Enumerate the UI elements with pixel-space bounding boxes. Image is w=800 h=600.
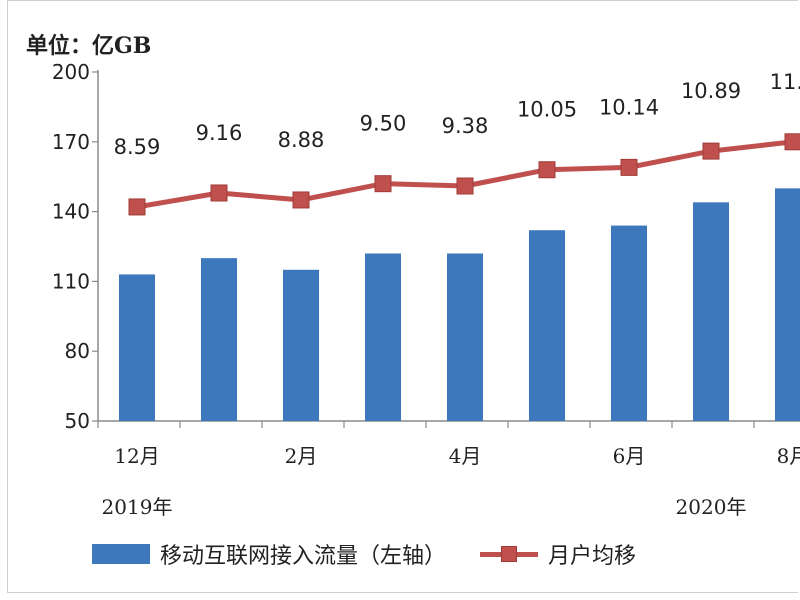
line-marker (620, 158, 638, 176)
bar (693, 202, 729, 421)
data-label: 9.38 (442, 114, 489, 138)
x-tick-label: 4月 (449, 444, 482, 468)
line-marker (456, 177, 474, 195)
y-tick-label: 110 (52, 269, 90, 293)
y-tick-label: 140 (52, 200, 90, 224)
bar (447, 253, 483, 421)
y-tick-label: 200 (52, 60, 90, 84)
legend-bar-swatch (92, 544, 150, 564)
bar (775, 188, 800, 421)
data-label: 10.05 (517, 98, 577, 122)
line-marker (292, 191, 310, 209)
line-marker (374, 175, 392, 193)
x-tick-label: 8月 (777, 444, 800, 468)
bar (529, 230, 565, 421)
x-tick-label: 6月 (613, 444, 646, 468)
data-label: 10.14 (599, 95, 659, 119)
bar (365, 253, 401, 421)
bar (119, 274, 155, 421)
line-series (136, 139, 794, 210)
bar (611, 225, 647, 421)
x-tick-label: 2月 (285, 444, 318, 468)
data-label: 8.59 (114, 135, 161, 159)
x-tick-label: 12月 (114, 444, 159, 468)
data-label: 11.3 (770, 70, 800, 94)
line-marker (784, 133, 800, 151)
y-tick-label: 50 (65, 409, 90, 433)
y-tick-label: 170 (52, 130, 90, 154)
legend-line-swatch (480, 544, 539, 564)
legend-bar-label: 移动互联网接入流量（左轴） (160, 544, 447, 569)
chart-frame (7, 0, 798, 593)
data-label: 10.89 (681, 79, 741, 103)
x-year-label: 2020年 (676, 495, 747, 519)
unit-label: 单位：亿GB (26, 33, 152, 59)
line-marker (538, 161, 556, 179)
legend-line-marker (501, 546, 518, 562)
legend-line-label: 月户均移 (548, 544, 637, 569)
line-marker (128, 198, 146, 216)
line-marker (702, 142, 720, 160)
bar (201, 258, 237, 421)
x-year-label: 2019年 (102, 495, 173, 519)
line-marker (210, 184, 228, 202)
data-label: 9.16 (196, 121, 243, 145)
bar (283, 269, 319, 421)
data-label: 9.50 (360, 112, 407, 136)
y-tick-label: 80 (65, 339, 90, 363)
legend: 移动互联网接入流量（左轴） 月户均移 (92, 538, 636, 570)
data-label: 8.88 (278, 128, 325, 152)
